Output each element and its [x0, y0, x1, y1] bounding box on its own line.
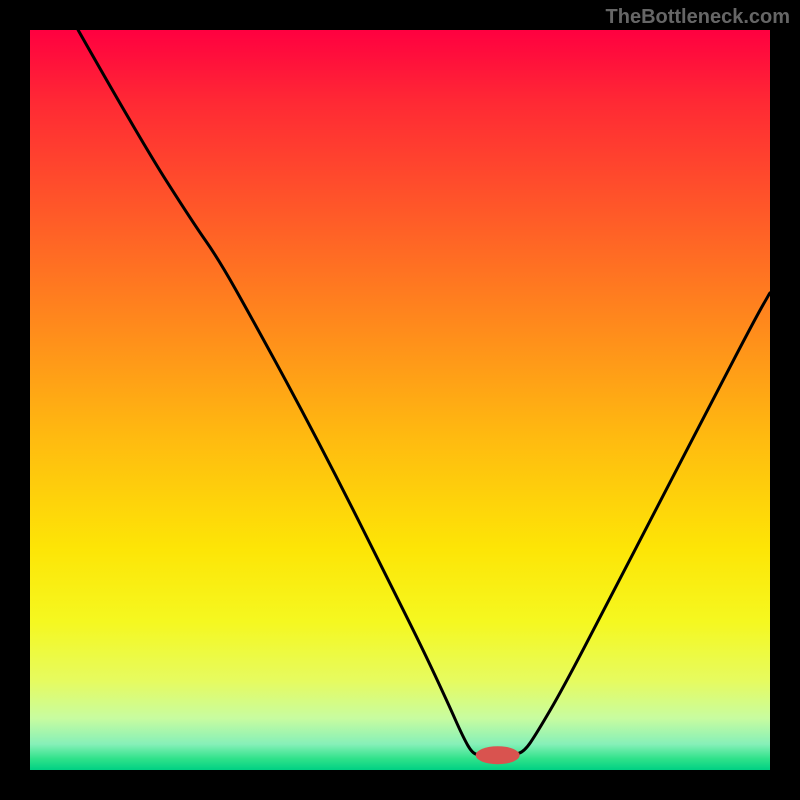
- bottleneck-chart: [0, 0, 800, 800]
- watermark-text: TheBottleneck.com: [606, 6, 790, 29]
- chart-container: TheBottleneck.com: [0, 0, 800, 800]
- optimal-marker: [476, 746, 520, 764]
